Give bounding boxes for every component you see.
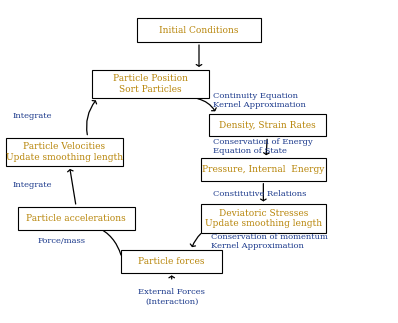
Text: Initial Conditions: Initial Conditions <box>159 26 239 35</box>
FancyBboxPatch shape <box>92 70 209 98</box>
Text: Force/mass: Force/mass <box>37 237 85 245</box>
FancyBboxPatch shape <box>121 250 222 273</box>
Text: Density, Strain Rates: Density, Strain Rates <box>219 120 316 130</box>
Text: Particle forces: Particle forces <box>139 257 205 266</box>
Text: Particle Position
Sort Particles: Particle Position Sort Particles <box>113 74 188 94</box>
FancyBboxPatch shape <box>209 114 326 137</box>
Text: Integrate: Integrate <box>13 112 52 120</box>
Text: Continuity Equation
Kernel Approximation: Continuity Equation Kernel Approximation <box>213 92 306 109</box>
FancyBboxPatch shape <box>6 138 123 166</box>
Text: Conservation of momentum
Kernel Approximation: Conservation of momentum Kernel Approxim… <box>211 233 328 250</box>
FancyBboxPatch shape <box>137 18 261 42</box>
Text: Particle accelerations: Particle accelerations <box>26 214 126 223</box>
FancyBboxPatch shape <box>201 158 326 181</box>
Text: Deviatoric Stresses
Update smoothing length: Deviatoric Stresses Update smoothing len… <box>205 209 322 228</box>
Text: Constitutive Relations: Constitutive Relations <box>213 190 306 198</box>
Text: Conservation of Energy
Equation of State: Conservation of Energy Equation of State <box>213 138 312 155</box>
Text: Integrate: Integrate <box>13 181 52 189</box>
Text: Pressure, Internal  Energy: Pressure, Internal Energy <box>202 165 324 174</box>
FancyBboxPatch shape <box>201 204 326 233</box>
Text: Particle Velocities
Update smoothing length: Particle Velocities Update smoothing len… <box>6 142 123 162</box>
FancyBboxPatch shape <box>18 207 135 230</box>
Text: External Forces
(Interaction): External Forces (Interaction) <box>138 288 205 306</box>
